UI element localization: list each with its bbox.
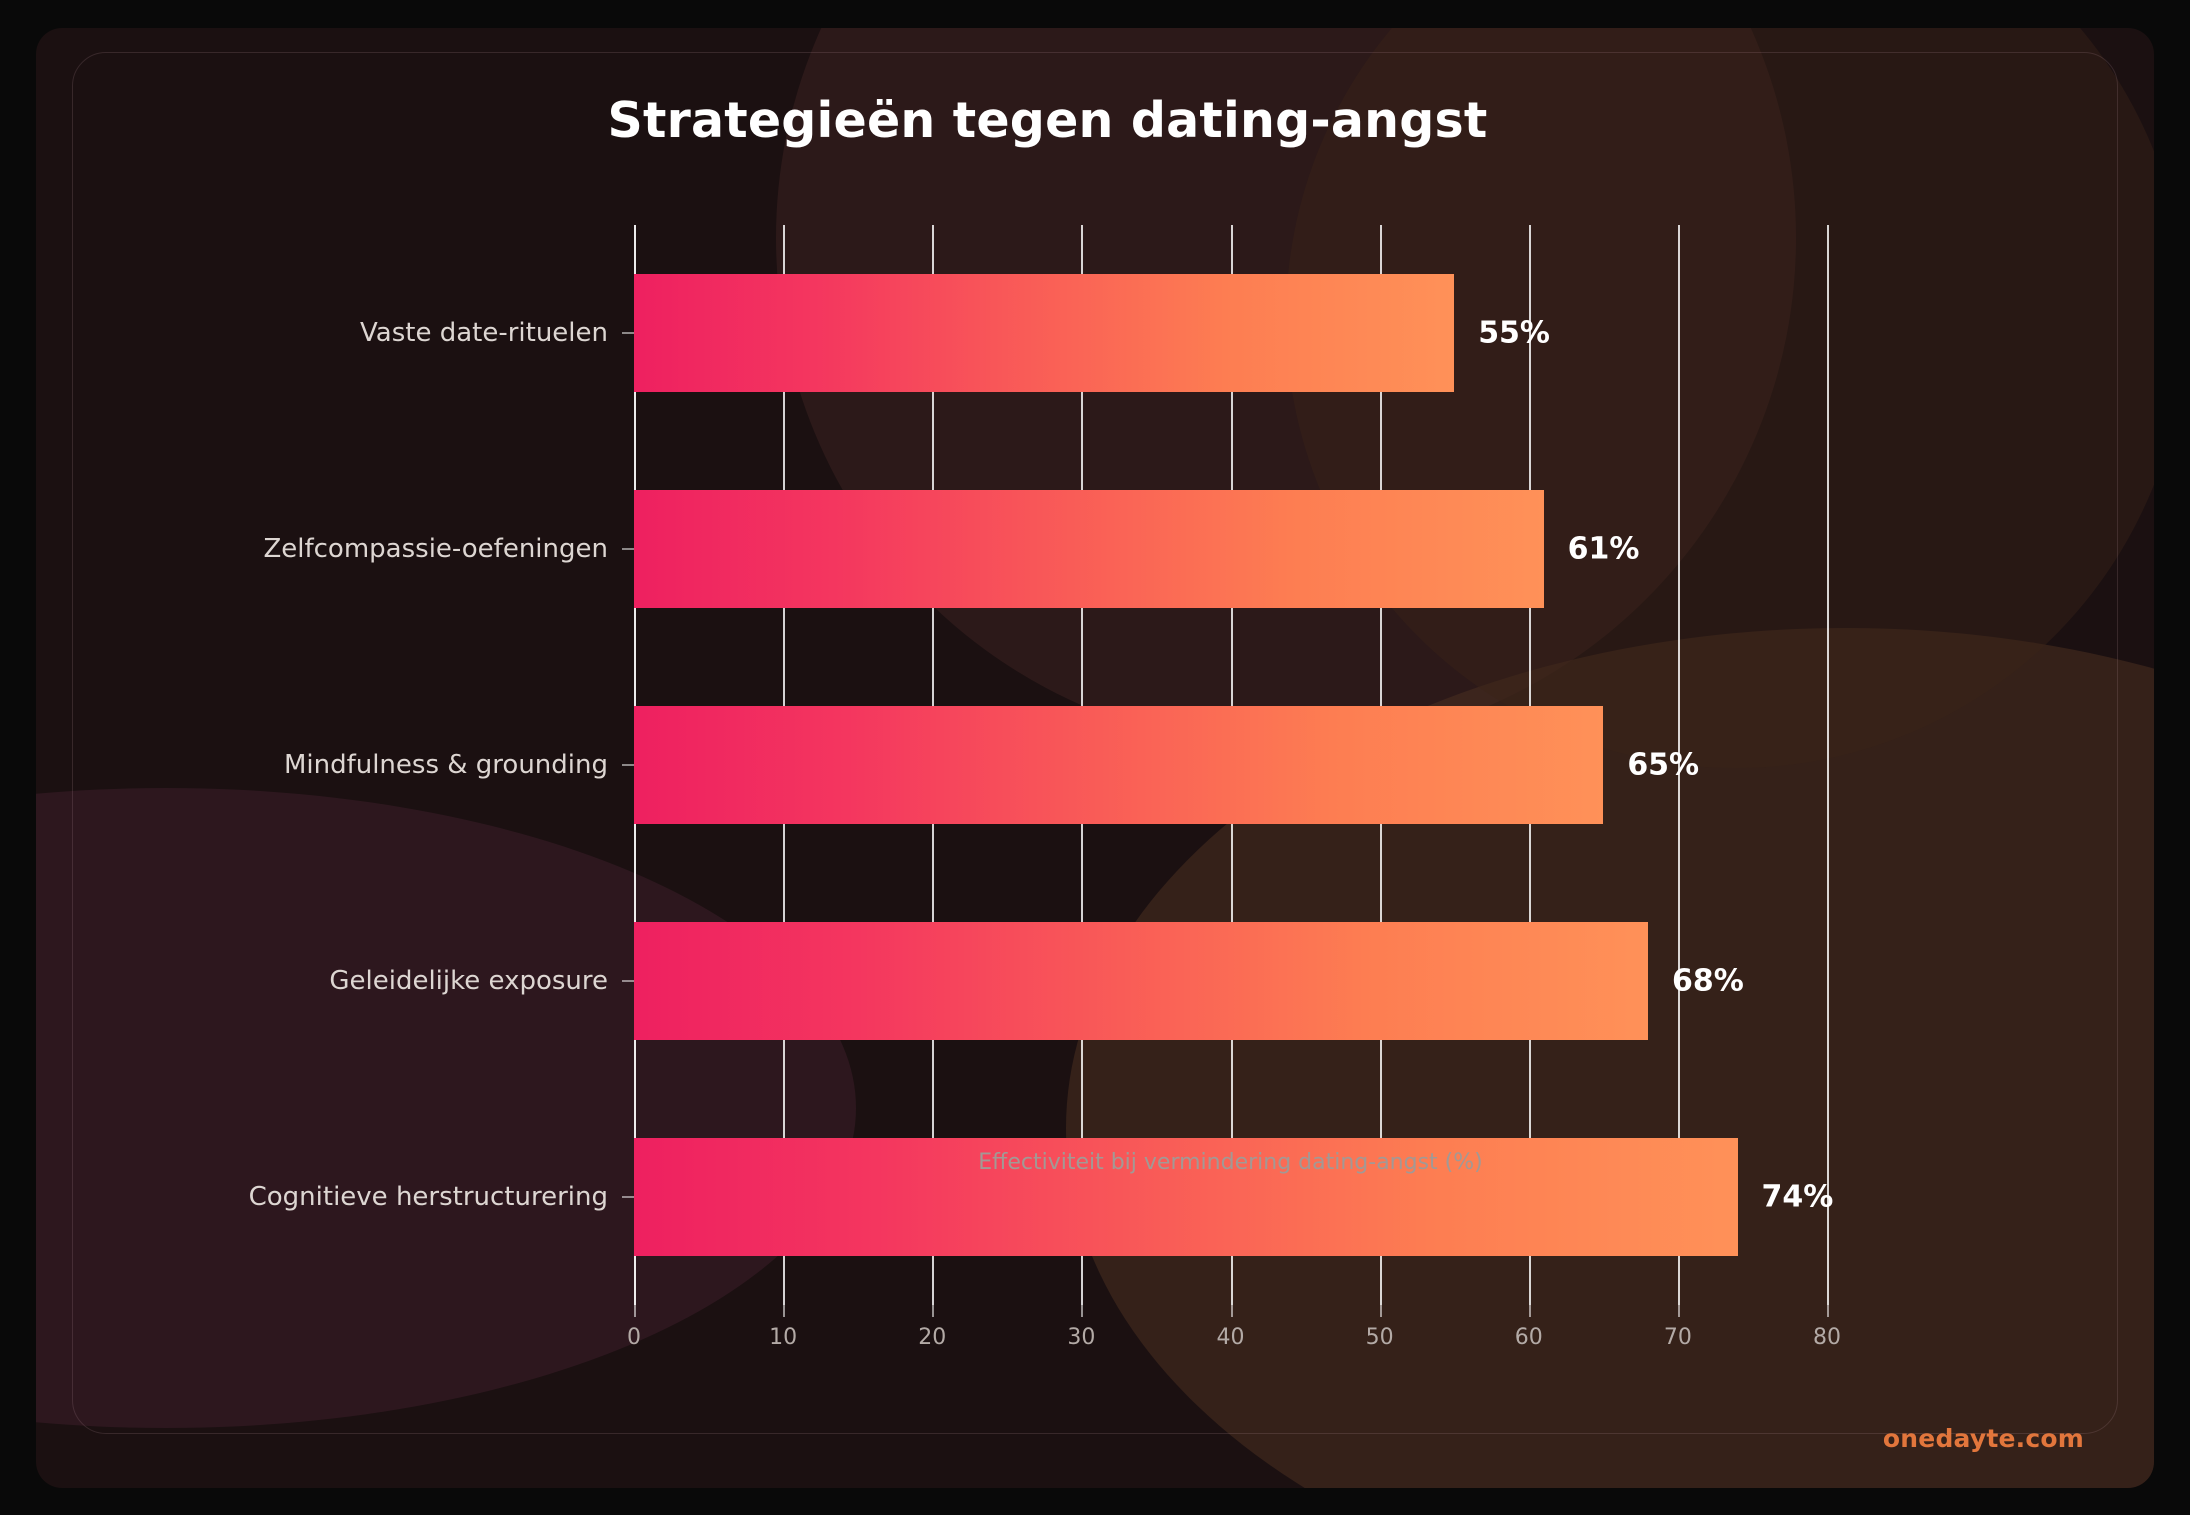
chart-title: Strategieën tegen dating-angst xyxy=(607,92,1488,149)
watermark-link[interactable]: onedayte.com xyxy=(1882,1424,2084,1453)
bar[interactable] xyxy=(634,274,1455,392)
x-gridline xyxy=(1827,225,1829,1305)
bar[interactable] xyxy=(634,706,1604,824)
x-tick-mark xyxy=(1081,1305,1084,1317)
bar-value-label: 65% xyxy=(1627,747,1700,783)
plot-area: 0 10 20 30 40 50 60 70 80 Vaste date-rituelen 55% Z… xyxy=(249,225,1841,1350)
y-axis-category-label: Mindfulness & grounding xyxy=(283,750,608,780)
x-tick-label: 20 xyxy=(918,1325,947,1350)
y-tick-mark xyxy=(622,332,634,334)
y-axis-category-label: Vaste date-rituelen xyxy=(360,318,608,348)
bar-value-label: 68% xyxy=(1672,963,1744,999)
x-tick-mark xyxy=(1230,1305,1233,1317)
bar[interactable] xyxy=(634,1138,1738,1256)
x-tick-label: 80 xyxy=(1813,1325,1841,1350)
x-tick-label: 10 xyxy=(769,1325,798,1350)
y-tick-mark xyxy=(622,548,634,550)
x-tick-label: 50 xyxy=(1365,1325,1394,1350)
bar-value-label: 74% xyxy=(1761,1179,1834,1215)
y-axis-category-label: Zelfcompassie-oefeningen xyxy=(263,534,608,564)
bar[interactable] xyxy=(634,922,1649,1040)
x-gridline xyxy=(1677,225,1680,1305)
bar-value-label: 61% xyxy=(1567,531,1640,567)
x-tick-mark xyxy=(1827,1305,1829,1317)
x-tick-label: 40 xyxy=(1216,1325,1245,1350)
x-tick-label: 70 xyxy=(1663,1325,1692,1350)
bar-value-label: 55% xyxy=(1478,315,1550,351)
y-axis-category-label: Cognitieve herstructurering xyxy=(248,1182,608,1212)
x-tick-mark xyxy=(1528,1305,1531,1317)
bar[interactable] xyxy=(634,490,1544,608)
x-tick-mark xyxy=(1677,1305,1680,1317)
x-axis-title: Effectiviteit bij vermindering dating-an… xyxy=(978,1150,1483,1175)
x-tick-mark xyxy=(634,1305,636,1317)
y-tick-mark xyxy=(622,980,634,982)
x-tick-mark xyxy=(932,1305,935,1317)
y-axis-category-label: Geleidelijke exposure xyxy=(329,966,608,996)
y-tick-mark xyxy=(622,1196,634,1198)
x-tick-mark xyxy=(783,1305,786,1317)
y-tick-mark xyxy=(622,764,634,766)
x-tick-label: 0 xyxy=(627,1325,641,1350)
x-tick-label: 30 xyxy=(1067,1325,1096,1350)
x-tick-label: 60 xyxy=(1514,1325,1543,1350)
x-tick-mark xyxy=(1379,1305,1382,1317)
